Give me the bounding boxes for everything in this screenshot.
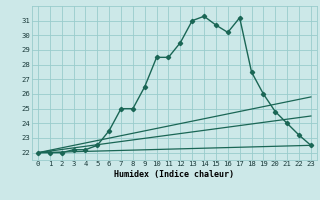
X-axis label: Humidex (Indice chaleur): Humidex (Indice chaleur) (115, 170, 234, 179)
